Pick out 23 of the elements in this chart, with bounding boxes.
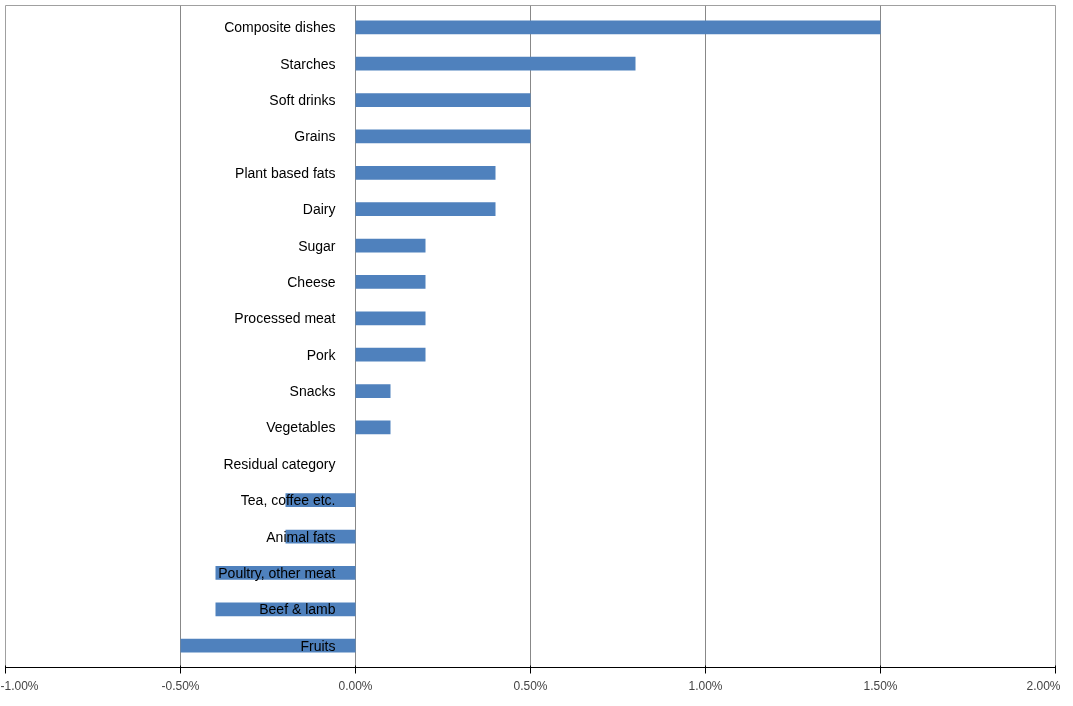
y-tick-label: Plant based fats [235,164,336,181]
x-tick-label: 1.50% [863,678,898,693]
y-tick-label: Processed meat [234,310,336,327]
y-tick-label: Grains [294,128,336,145]
x-tick-label: 2.00% [1026,678,1061,693]
y-tick-label: Residual category [223,455,336,472]
y-tick-label: Snacks [289,383,336,400]
y-tick-label: Starches [280,55,336,72]
y-tick-label: Sugar [298,237,336,254]
y-tick-label: Vegetables [266,419,336,436]
y-tick-label: Poultry, other meat [218,564,336,581]
x-tick-label: -1.00% [0,678,39,693]
y-tick-label: Fruits [300,637,336,654]
x-tick-label: 0.00% [338,678,373,693]
x-tick-label: -0.50% [161,678,200,693]
x-tick-label: 0.50% [513,678,548,693]
y-tick-label: Composite dishes [224,19,336,36]
y-tick-label: Soft drinks [269,92,336,109]
y-tick-label: Cheese [287,273,336,290]
y-tick-label: Pork [306,346,337,363]
x-tick-label: 1.00% [688,678,723,693]
y-tick-label: Beef & lamb [259,601,336,618]
y-tick-label: Dairy [302,201,336,218]
